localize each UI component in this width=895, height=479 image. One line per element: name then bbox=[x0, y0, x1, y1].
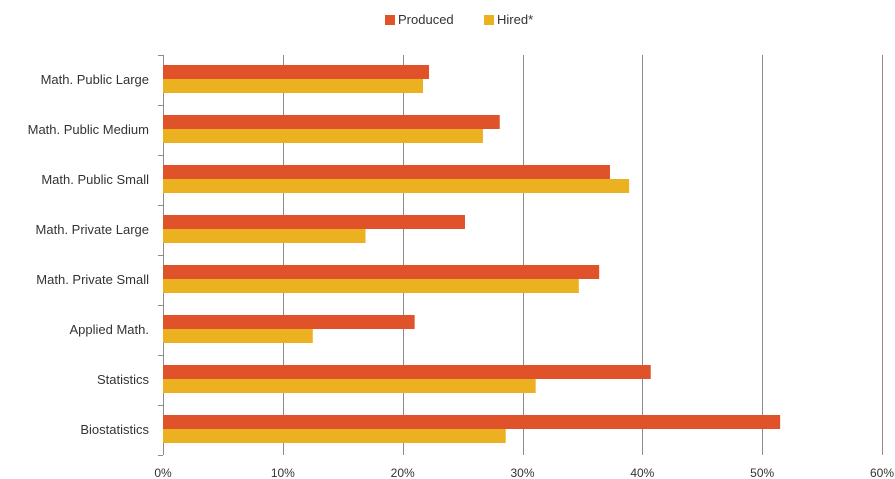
category-label: Math. Public Medium bbox=[28, 122, 149, 137]
bar-hired-3 bbox=[163, 179, 630, 193]
category-label: Applied Math. bbox=[70, 322, 150, 337]
category-label: Biostatistics bbox=[80, 422, 149, 437]
category-label: Math. Private Small bbox=[36, 272, 149, 287]
bar-produced-5 bbox=[163, 265, 600, 279]
bar-hired-1 bbox=[163, 79, 424, 93]
x-tick-label: 30% bbox=[510, 466, 534, 479]
bar-hired-6 bbox=[163, 329, 313, 343]
bar-produced-3 bbox=[163, 165, 610, 179]
category-label: Math. Public Large bbox=[41, 72, 149, 87]
legend-swatch-2 bbox=[484, 15, 494, 25]
bar-hired-8 bbox=[163, 429, 506, 443]
category-axis: Math. Public Large Math. Public Medium Mat… bbox=[28, 55, 163, 456]
category-label: Statistics bbox=[97, 372, 150, 387]
x-tick-label: 60% bbox=[870, 466, 894, 479]
bar-produced-6 bbox=[163, 315, 415, 329]
bars bbox=[163, 65, 781, 443]
bar-hired-7 bbox=[163, 379, 536, 393]
bar-hired-2 bbox=[163, 129, 483, 143]
x-tick-label: 40% bbox=[630, 466, 654, 479]
bar-produced-1 bbox=[163, 65, 430, 79]
bar-hired-4 bbox=[163, 229, 366, 243]
category-label: Math. Private Large bbox=[36, 222, 149, 237]
bar-produced-7 bbox=[163, 365, 651, 379]
x-tick-label: 10% bbox=[271, 466, 295, 479]
chart-legend: Produced Hired* bbox=[385, 12, 533, 27]
category-label: Math. Public Small bbox=[41, 172, 149, 187]
x-tick-label: 0% bbox=[154, 466, 172, 479]
legend-label-2: Hired* bbox=[497, 12, 533, 27]
legend-swatch-1 bbox=[385, 15, 395, 25]
x-tick-label: 50% bbox=[750, 466, 774, 479]
bar-hired-5 bbox=[163, 279, 579, 293]
bar-produced-4 bbox=[163, 215, 465, 229]
value-axis: 0% 10% 20% 30% 40% 50% 60% bbox=[154, 466, 894, 479]
bar-produced-8 bbox=[163, 415, 781, 429]
bar-produced-2 bbox=[163, 115, 500, 129]
legend-label-1: Produced bbox=[398, 12, 454, 27]
x-tick-label: 20% bbox=[391, 466, 415, 479]
